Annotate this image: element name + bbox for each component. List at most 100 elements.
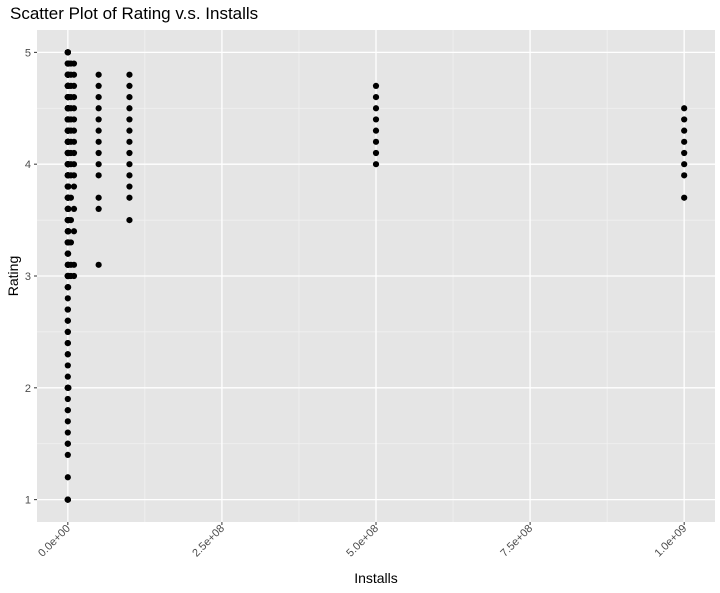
data-point: [372, 116, 380, 123]
data-point: [67, 216, 74, 224]
data-point: [372, 138, 380, 145]
data-point: [70, 183, 78, 190]
data-point: [64, 418, 71, 425]
data-point: [67, 239, 74, 246]
data-point: [681, 149, 688, 157]
data-point: [126, 116, 133, 123]
data-point: [70, 116, 78, 123]
data-point: [64, 339, 71, 347]
data-point: [65, 183, 72, 190]
data-point: [126, 93, 133, 101]
data-point: [681, 127, 688, 134]
data-point: [95, 71, 102, 78]
y-tick-label: 5: [25, 47, 31, 59]
x-tick-label: 0.0e+00: [36, 523, 73, 560]
y-axis-title: Rating: [5, 256, 21, 296]
data-point: [64, 474, 71, 481]
data-point: [64, 395, 71, 403]
data-point: [95, 105, 102, 112]
data-point: [67, 194, 74, 201]
y-tick-label: 1: [25, 495, 31, 507]
data-point: [95, 205, 102, 213]
data-point: [70, 71, 78, 78]
data-point: [70, 82, 78, 90]
data-point: [65, 205, 72, 213]
x-tick-label: 1.0e+09: [652, 523, 689, 560]
data-point: [126, 149, 133, 157]
data-point: [70, 161, 78, 168]
data-point: [70, 272, 78, 280]
data-point: [95, 138, 102, 145]
data-point: [70, 105, 78, 112]
chart-title: Scatter Plot of Rating v.s. Installs: [10, 4, 259, 23]
data-point: [64, 295, 71, 302]
data-point: [126, 105, 133, 112]
data-point: [64, 49, 71, 56]
data-point: [65, 284, 72, 291]
data-point: [126, 172, 133, 179]
data-point: [126, 138, 133, 145]
data-point: [95, 172, 102, 179]
x-axis-title: Installs: [354, 570, 398, 586]
data-point: [126, 194, 133, 201]
data-point: [70, 138, 78, 145]
data-point: [126, 127, 133, 134]
x-tick-label: 7.5e+08: [498, 523, 535, 560]
data-point: [372, 82, 380, 90]
data-point: [372, 93, 380, 101]
y-tick-label: 4: [25, 159, 31, 171]
data-point: [64, 496, 71, 503]
data-point: [681, 194, 688, 201]
data-point: [126, 71, 133, 78]
data-point: [95, 149, 102, 157]
data-point: [95, 82, 102, 90]
data-point: [70, 261, 78, 268]
data-point: [70, 149, 78, 157]
major-gridlines: [37, 30, 715, 522]
data-point: [372, 105, 380, 112]
data-point: [64, 440, 71, 447]
data-point: [681, 105, 688, 112]
data-point: [65, 228, 72, 235]
data-point: [681, 172, 688, 179]
data-point: [64, 373, 71, 380]
data-point: [681, 138, 688, 145]
data-point: [95, 194, 102, 201]
data-point: [70, 60, 78, 67]
data-point: [126, 183, 133, 190]
data-point: [65, 250, 72, 257]
data-point: [372, 161, 380, 168]
y-tick-label: 2: [25, 383, 31, 395]
x-tick-label: 5.0e+08: [344, 523, 381, 560]
data-point: [70, 228, 78, 235]
x-tick-label: 2.5e+08: [190, 523, 227, 560]
data-point: [70, 172, 78, 179]
data-point: [126, 82, 133, 90]
data-point: [65, 384, 72, 391]
data-point: [95, 261, 102, 268]
data-point: [372, 149, 380, 157]
data-point: [70, 205, 78, 213]
data-point: [64, 351, 71, 358]
data-point: [95, 161, 102, 168]
data-point: [126, 161, 133, 168]
data-points: [64, 49, 688, 503]
data-point: [64, 429, 71, 436]
y-tick-label: 3: [25, 271, 31, 283]
data-point: [372, 127, 380, 134]
data-point: [70, 127, 78, 134]
data-point: [126, 216, 133, 224]
data-point: [681, 116, 688, 123]
data-point: [70, 93, 78, 101]
data-point: [95, 93, 102, 101]
data-point: [64, 362, 71, 369]
data-point: [64, 328, 71, 336]
data-point: [95, 127, 102, 134]
data-point: [64, 306, 71, 313]
data-point: [64, 451, 71, 459]
data-point: [95, 116, 102, 123]
data-point: [64, 317, 71, 324]
data-point: [64, 407, 71, 414]
data-point: [681, 161, 688, 168]
